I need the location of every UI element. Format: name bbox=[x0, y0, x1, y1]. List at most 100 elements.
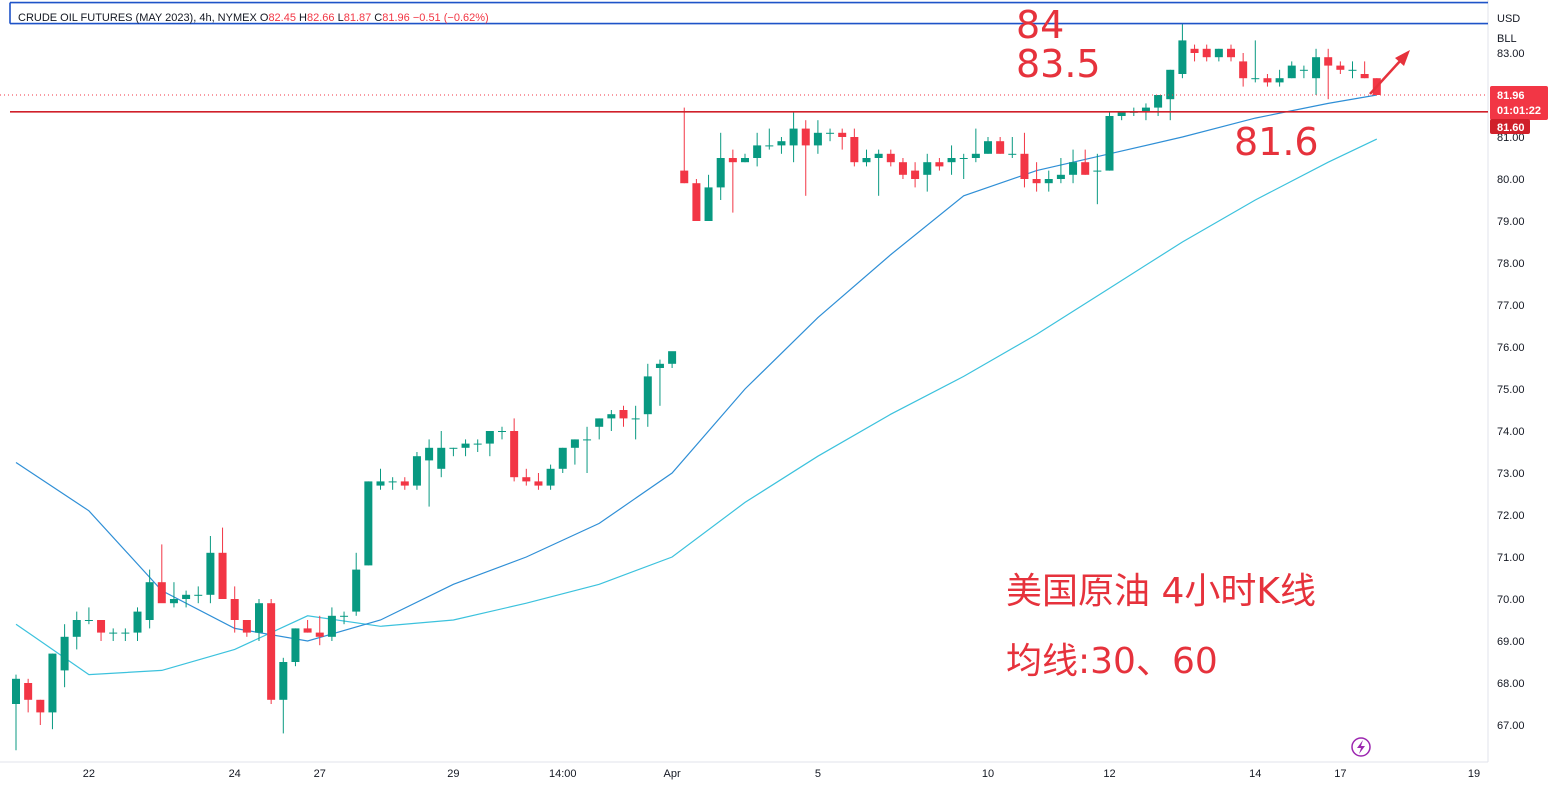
candle bbox=[1299, 65, 1308, 79]
candle bbox=[60, 624, 69, 688]
high-value: 82.66 bbox=[306, 12, 335, 24]
candle-body bbox=[36, 699, 45, 713]
candle bbox=[97, 620, 106, 641]
candle bbox=[303, 620, 312, 633]
candle-body bbox=[437, 447, 446, 469]
candle bbox=[1081, 149, 1090, 175]
candle bbox=[1239, 53, 1248, 87]
candle-body bbox=[1166, 69, 1175, 100]
candle-body bbox=[898, 162, 907, 175]
candle-body bbox=[680, 170, 689, 184]
horizontal-lines[interactable] bbox=[9, 1, 1488, 113]
price-tick-label: 67.00 bbox=[1497, 720, 1525, 732]
price-tick-label: 75.00 bbox=[1497, 384, 1525, 396]
candle bbox=[643, 363, 652, 427]
candle bbox=[801, 120, 810, 196]
candle-body bbox=[655, 363, 664, 368]
annotation-84: 84 bbox=[1016, 3, 1064, 47]
candle-body bbox=[145, 582, 154, 620]
candle bbox=[510, 418, 519, 482]
candle-body bbox=[813, 132, 822, 146]
price-tick-label: 78.00 bbox=[1497, 258, 1525, 270]
price-tick-label: 83.00 bbox=[1497, 48, 1525, 60]
candle bbox=[777, 137, 786, 154]
candle bbox=[48, 653, 57, 730]
candle bbox=[461, 439, 470, 457]
candle bbox=[473, 439, 482, 452]
open-value: 82.45 bbox=[268, 12, 296, 24]
ma60-line bbox=[15, 138, 1378, 676]
candle bbox=[1032, 162, 1041, 192]
up-arrow-icon bbox=[1369, 50, 1410, 95]
candle bbox=[133, 607, 142, 641]
candle-body bbox=[72, 620, 81, 637]
candle-body bbox=[971, 153, 980, 158]
candle-body bbox=[716, 158, 725, 188]
candle bbox=[631, 405, 640, 440]
candle bbox=[376, 468, 385, 490]
symbol-title: CRUDE OIL FUTURES (MAY 2023), 4h, NYMEX bbox=[18, 12, 257, 24]
time-axis[interactable]: 22 24 27 29 14:00 Apr 5 10 12 14 17 19 bbox=[83, 768, 1480, 780]
candle bbox=[425, 439, 434, 507]
lightning-icon[interactable] bbox=[1351, 737, 1371, 757]
time-tick-label: 27 bbox=[314, 768, 326, 780]
candle-body bbox=[546, 468, 555, 486]
candle-body bbox=[376, 481, 385, 486]
candle bbox=[583, 426, 592, 473]
candle-body bbox=[1239, 61, 1248, 79]
time-tick-label: Apr bbox=[664, 768, 681, 780]
candle-body bbox=[473, 443, 482, 445]
candle bbox=[595, 418, 604, 440]
candle bbox=[1287, 61, 1296, 79]
candle-body bbox=[826, 132, 835, 134]
candle bbox=[1336, 61, 1345, 74]
price-tick-label: 68.00 bbox=[1497, 678, 1525, 690]
candle bbox=[1056, 158, 1065, 184]
candle-body bbox=[291, 628, 300, 662]
candle bbox=[534, 473, 543, 490]
currency-label: USD bbox=[1497, 13, 1520, 25]
candle-body bbox=[182, 594, 191, 599]
candle bbox=[242, 620, 251, 637]
price-tick-label: 81.00 bbox=[1497, 132, 1525, 144]
candle bbox=[364, 481, 373, 566]
candle bbox=[935, 158, 944, 171]
candle bbox=[1227, 44, 1235, 62]
price-tick-label: 71.00 bbox=[1497, 552, 1525, 564]
price-tick-label: 74.00 bbox=[1497, 426, 1525, 438]
candle-body bbox=[242, 620, 251, 633]
candle-body bbox=[1178, 40, 1187, 74]
candle-body bbox=[570, 439, 579, 448]
candle-body bbox=[279, 662, 288, 700]
time-tick-label: 24 bbox=[229, 768, 241, 780]
candle bbox=[984, 137, 992, 154]
candle-body bbox=[121, 632, 130, 634]
candle-body bbox=[522, 477, 531, 482]
candles bbox=[12, 23, 1381, 751]
last-price-badge: 81.96 01:01:22 bbox=[1490, 86, 1548, 120]
candle-body bbox=[728, 158, 737, 163]
candle-body bbox=[850, 137, 859, 163]
candle-body bbox=[1360, 74, 1369, 79]
last-price-value: 81.96 bbox=[1497, 90, 1525, 102]
candle bbox=[315, 615, 324, 646]
candle bbox=[607, 410, 616, 431]
candle bbox=[182, 590, 191, 608]
candle-body bbox=[741, 158, 749, 163]
candle-body bbox=[1117, 111, 1126, 116]
candle-body bbox=[923, 162, 932, 175]
price-tick-label: 79.00 bbox=[1497, 216, 1525, 228]
candle-body bbox=[1105, 116, 1114, 171]
candle-body bbox=[1348, 69, 1357, 71]
candle bbox=[911, 162, 920, 188]
candle-body bbox=[169, 599, 178, 604]
candle-body bbox=[1008, 153, 1017, 155]
candle-body bbox=[959, 158, 968, 159]
candle bbox=[1312, 48, 1321, 95]
price-axis[interactable]: 67.00 68.00 69.00 70.00 71.00 72.00 73.00 74.00… bbox=[1497, 48, 1525, 732]
candle bbox=[279, 657, 288, 734]
candle-body bbox=[388, 481, 397, 483]
candle bbox=[12, 674, 20, 751]
